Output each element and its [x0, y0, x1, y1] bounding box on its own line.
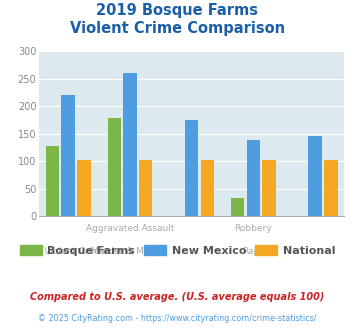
Text: Violent Crime Comparison: Violent Crime Comparison [70, 21, 285, 36]
Bar [77, 160, 91, 216]
Text: 2019 Bosque Farms: 2019 Bosque Farms [97, 3, 258, 18]
Text: Murder & Mans...: Murder & Mans... [91, 248, 169, 256]
Bar [201, 160, 214, 216]
Bar [185, 120, 198, 216]
Bar [139, 160, 152, 216]
Bar [262, 160, 276, 216]
Bar [308, 136, 322, 216]
Bar [108, 118, 121, 216]
Bar [324, 160, 338, 216]
Text: Rape: Rape [242, 248, 265, 256]
Text: Aggravated Assault: Aggravated Assault [86, 224, 174, 233]
Bar [61, 95, 75, 216]
Bar [123, 73, 137, 216]
Text: © 2025 CityRating.com - https://www.cityrating.com/crime-statistics/: © 2025 CityRating.com - https://www.city… [38, 314, 317, 323]
Legend: Bosque Farms, New Mexico, National: Bosque Farms, New Mexico, National [15, 240, 340, 260]
Bar [247, 140, 260, 216]
Bar [231, 198, 245, 216]
Bar [46, 146, 59, 216]
Text: All Violent Crime: All Violent Crime [31, 248, 106, 256]
Text: Robbery: Robbery [235, 224, 272, 233]
Text: Compared to U.S. average. (U.S. average equals 100): Compared to U.S. average. (U.S. average … [30, 292, 325, 302]
